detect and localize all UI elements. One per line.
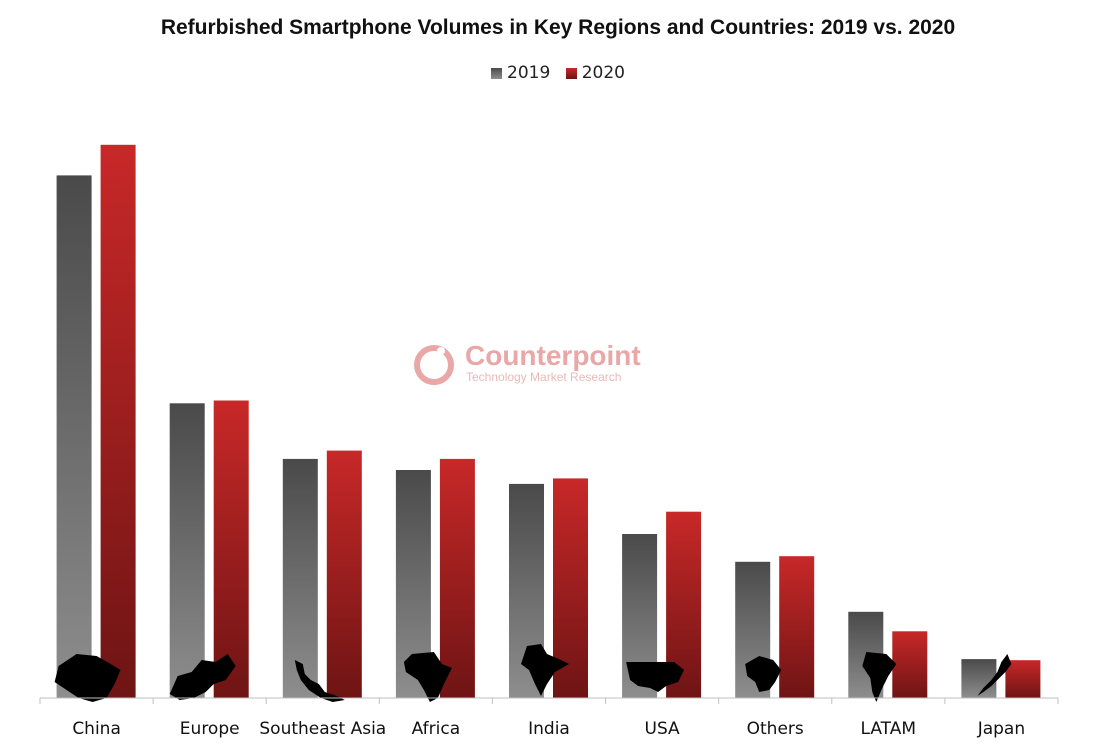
x-axis-labels: China Europe Southeast Asia Africa India USA O… — [72, 719, 1025, 739]
x-tick-label-usa: USA — [645, 719, 681, 739]
x-tick-label-africa: Africa — [412, 719, 461, 739]
bar-europe-2019 — [169, 403, 205, 698]
legend-item-2020: 2020 — [565, 63, 625, 83]
legend-item-2019: 2019 — [491, 63, 550, 83]
x-tick-label-latam: LATAM — [861, 719, 917, 739]
counterpoint-logo-icon — [414, 345, 454, 385]
map-africa-icon — [403, 652, 452, 702]
map-usa-icon — [626, 662, 685, 692]
bar-southeast-asia-2019 — [282, 458, 318, 698]
legend-label-2019: 2019 — [507, 63, 551, 83]
bar-japan-2019 — [961, 659, 997, 698]
legend-swatch-2019 — [491, 67, 503, 79]
x-tick-label-japan: Japan — [977, 719, 1025, 739]
x-tick-label-southeast-asia: Southeast Asia — [259, 719, 386, 739]
x-tick-label-china: China — [72, 719, 121, 739]
bar-china-2020 — [100, 144, 136, 699]
bar-latam-2020 — [892, 631, 928, 698]
bar-europe-2020 — [213, 400, 249, 698]
map-others-icon — [745, 656, 782, 692]
x-tick-label-europe: Europe — [180, 719, 240, 739]
bar-china-2019 — [56, 175, 92, 698]
bar-japan-2020 — [1005, 660, 1041, 698]
map-china-icon — [54, 654, 121, 702]
map-latam-icon — [862, 652, 897, 702]
bar-africa-2020 — [439, 458, 475, 698]
bar-southeast-asia-2020 — [326, 450, 362, 698]
bar-others-2020 — [779, 556, 815, 698]
watermark-name: Counterpoint — [465, 340, 641, 371]
watermark: Counterpoint Technology Market Research — [414, 340, 641, 385]
map-europe-icon — [169, 654, 236, 700]
bars — [56, 144, 1041, 699]
map-japan-icon — [977, 654, 1012, 696]
region-maps — [54, 644, 1012, 702]
legend: 2019 2020 — [0, 63, 1116, 84]
x-tick-label-india: India — [528, 719, 570, 739]
watermark-tagline: Technology Market Research — [466, 370, 621, 384]
x-tick-label-others: Others — [747, 719, 804, 739]
chart-title: Refurbished Smartphone Volumes in Key Re… — [160, 16, 956, 39]
legend-label-2020: 2020 — [581, 63, 625, 83]
x-axis-ticks — [39, 698, 1059, 704]
map-india-icon — [521, 644, 569, 696]
legend-swatch-2020 — [565, 67, 577, 79]
